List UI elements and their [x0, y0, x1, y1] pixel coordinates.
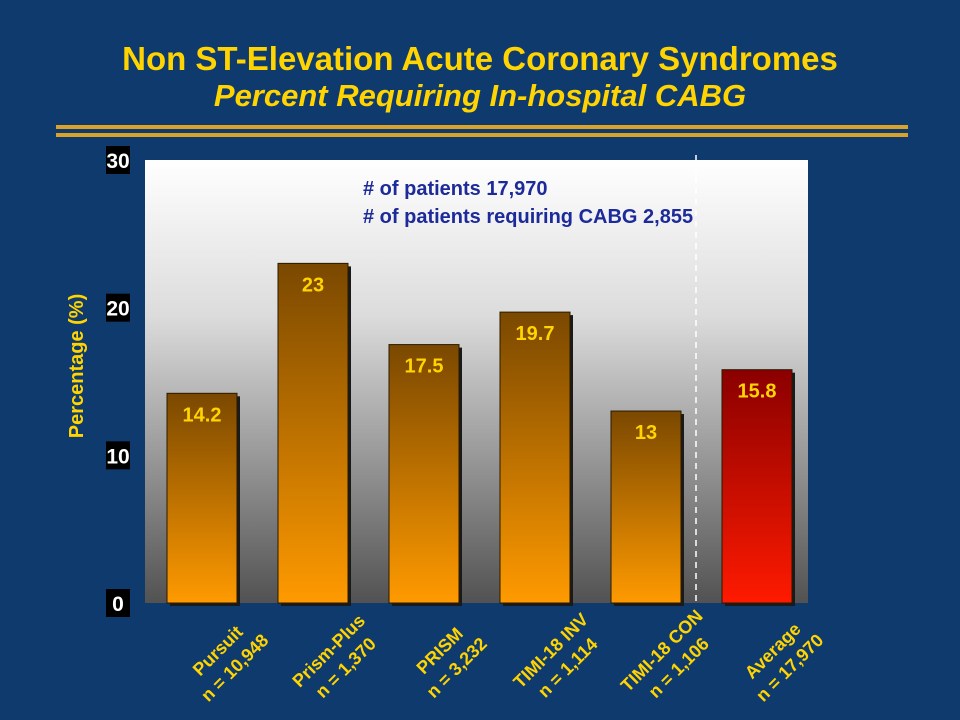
- bar: [499, 311, 571, 604]
- patients-annotation: # of patients requiring CABG 2,855: [363, 206, 693, 228]
- title-rule-bottom: [56, 133, 908, 137]
- y-axis-label: Percentage (%): [66, 294, 88, 439]
- slide-title: Non ST-Elevation Acute Coronary Syndrome…: [122, 40, 838, 77]
- bar: [166, 392, 238, 604]
- y-tick-label: 10: [106, 445, 129, 468]
- bar: [388, 344, 460, 604]
- y-tick-label: 0: [112, 593, 124, 616]
- y-tick-box: [106, 589, 130, 617]
- title-rule-top: [56, 125, 908, 129]
- bar-value-label: 17.5: [405, 356, 444, 378]
- bar: [610, 410, 682, 604]
- y-tick: 10: [106, 441, 130, 470]
- average-bar: [721, 369, 793, 604]
- bar-value-label: 14.2: [183, 404, 222, 426]
- slide-subtitle: Percent Requiring In-hospital CABG: [213, 78, 747, 113]
- patients-annotation: # of patients 17,970: [363, 178, 548, 200]
- y-tick: 0: [106, 589, 130, 617]
- y-tick: 20: [106, 293, 130, 322]
- y-tick-box: [106, 441, 130, 470]
- bar-value-label: 15.8: [738, 381, 777, 403]
- bar: [277, 262, 349, 604]
- y-tick-label: 30: [106, 150, 129, 173]
- bar-value-label: 23: [302, 274, 324, 296]
- y-tick: 30: [106, 146, 130, 174]
- y-tick-box: [106, 146, 130, 174]
- y-tick-box: [106, 293, 130, 322]
- plot-area: [145, 160, 808, 603]
- y-tick-label: 20: [106, 298, 129, 321]
- bar-value-label: 19.7: [516, 323, 555, 345]
- bar-value-label: 13: [635, 422, 657, 444]
